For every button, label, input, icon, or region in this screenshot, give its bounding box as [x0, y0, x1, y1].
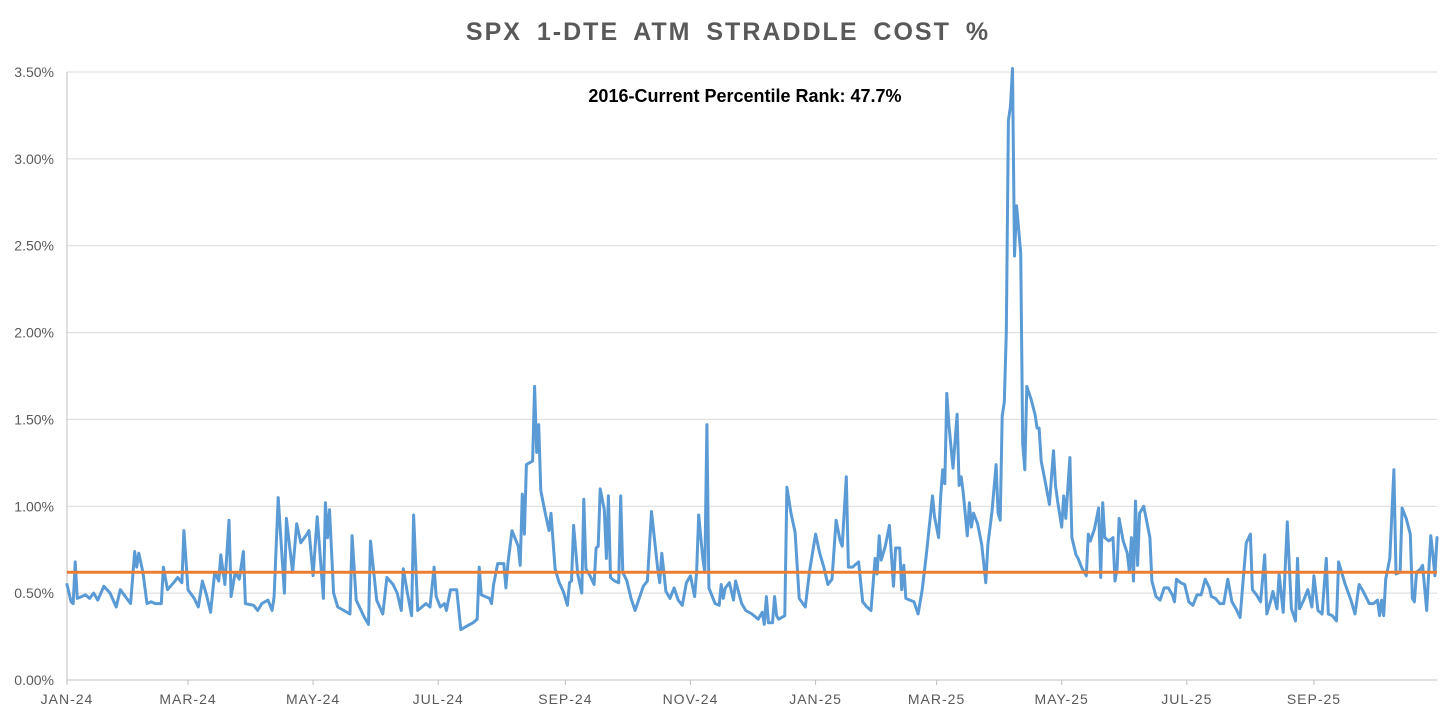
x-tick-label: SEP-24 — [538, 691, 592, 707]
y-tick-label: 3.50% — [14, 64, 54, 80]
percentile-annotation: 2016-Current Percentile Rank: 47.7% — [588, 86, 901, 106]
x-tick-label: NOV-24 — [663, 691, 719, 707]
straddle-cost-line — [65, 67, 1439, 632]
y-tick-label: 0.00% — [14, 672, 54, 688]
y-tick-label: 3.00% — [14, 151, 54, 167]
y-tick-label: 1.50% — [14, 411, 54, 427]
x-tick-label: MAY-24 — [286, 691, 340, 707]
axes — [66, 72, 1437, 685]
x-tick-label: MAR-24 — [159, 691, 216, 707]
x-tick-label: SEP-25 — [1287, 691, 1341, 707]
x-tick-label: JUL-24 — [413, 691, 464, 707]
chart-title: SPX 1-DTE ATM STRADDLE COST % — [465, 18, 991, 46]
y-tick-label: 1.00% — [14, 498, 54, 514]
x-tick-label: JAN-25 — [789, 691, 842, 707]
gridlines — [67, 71, 1437, 594]
y-tick-label: 0.50% — [14, 585, 54, 601]
x-tick-label: MAR-25 — [908, 691, 965, 707]
x-tick-label: MAY-25 — [1035, 691, 1089, 707]
x-tick-label: JUL-25 — [1161, 691, 1212, 707]
y-tick-label: 2.50% — [14, 238, 54, 254]
x-tick-label: JAN-24 — [41, 691, 94, 707]
series-layer — [65, 67, 1439, 632]
y-tick-label: 2.00% — [14, 325, 54, 341]
tick-labels: 0.00% 0.50% 1.00% 1.50% 2.00% 2.50% 3.00% 3.50%… — [14, 64, 1341, 707]
